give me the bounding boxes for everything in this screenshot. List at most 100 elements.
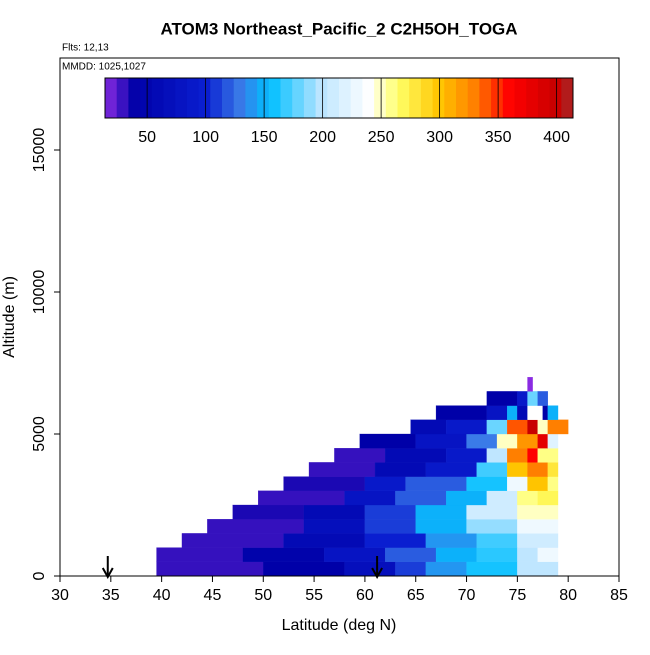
colorbar-swatch <box>502 78 515 118</box>
cell <box>156 561 264 577</box>
cell <box>496 433 518 449</box>
cell <box>242 547 325 562</box>
cell <box>476 462 508 477</box>
colorbar-swatch <box>350 78 363 118</box>
colorbar-swatch <box>198 78 211 118</box>
cell <box>507 448 528 463</box>
cell <box>466 504 518 520</box>
colorbar-swatch <box>385 78 398 118</box>
cell <box>425 561 467 577</box>
cell <box>517 405 528 420</box>
cell <box>344 490 396 506</box>
x-tick-label: 40 <box>153 587 171 604</box>
colorbar-swatch <box>561 78 574 118</box>
cell <box>527 462 549 477</box>
colorbar-swatch <box>397 78 410 118</box>
y-axis-label: Altitude (m) <box>1 276 18 358</box>
x-tick-label: 50 <box>254 587 272 604</box>
colorbar-swatch <box>175 78 188 118</box>
cell <box>364 504 416 520</box>
cell <box>547 476 559 491</box>
colorbar-tick-label: 150 <box>251 129 278 146</box>
cell <box>547 433 559 449</box>
cell <box>466 519 518 534</box>
cell <box>263 561 345 577</box>
cell <box>517 504 559 520</box>
colorbar-swatch <box>537 78 551 118</box>
cell <box>486 490 518 506</box>
colorbar-swatch <box>140 78 153 118</box>
cell <box>395 490 447 506</box>
colorbar-swatch <box>245 78 258 118</box>
x-tick-label: 45 <box>204 587 222 604</box>
colorbar-swatch <box>268 78 281 118</box>
colorbar-frame <box>104 77 574 119</box>
x-tick-label: 80 <box>559 587 577 604</box>
cell <box>207 519 305 534</box>
chart-title: ATOM3 Northeast_Pacific_2 C2H5OH_TOGA <box>160 19 517 38</box>
colorbar-swatch <box>339 78 352 118</box>
arrow-head <box>101 567 114 580</box>
colorbar-swatch <box>514 78 527 118</box>
colorbar-swatch <box>362 78 375 118</box>
x-tick-label: 85 <box>610 587 628 604</box>
cell <box>486 419 508 435</box>
cell <box>517 547 538 562</box>
cell <box>517 561 559 577</box>
x-tick-label: 75 <box>508 587 526 604</box>
cell <box>303 504 366 520</box>
colorbar-swatch <box>432 78 445 118</box>
cell <box>547 405 559 420</box>
cell <box>517 519 559 534</box>
cell <box>486 405 508 420</box>
cell <box>156 547 244 562</box>
cell <box>537 433 549 449</box>
cell <box>507 476 528 491</box>
plot-frame <box>59 57 620 577</box>
colorbar-swatch <box>315 78 328 118</box>
cell <box>425 462 477 477</box>
y-tick-label: 15000 <box>31 128 48 173</box>
cell <box>466 433 498 449</box>
colorbar-swatch <box>303 78 317 118</box>
cell <box>446 448 488 463</box>
x-tick-label: 60 <box>356 587 374 604</box>
colorbar-tick-label: 300 <box>426 129 453 146</box>
colorbar-swatch <box>479 78 492 118</box>
cell <box>446 490 488 506</box>
cell <box>537 448 559 463</box>
colorbar-swatch <box>186 78 200 118</box>
cell <box>415 433 467 449</box>
colorbar-swatch <box>327 78 340 118</box>
colorbar-tick-label: 100 <box>192 129 219 146</box>
colorbar-swatch <box>151 78 164 118</box>
y-tick-label: 10000 <box>31 270 48 315</box>
cell <box>527 377 533 392</box>
cell <box>283 533 366 548</box>
colorbar-swatch <box>420 78 434 118</box>
cell <box>466 561 518 577</box>
y-tick-label: 5000 <box>31 416 48 452</box>
cell <box>283 476 366 491</box>
x-axis-label: Latitude (deg N) <box>282 617 397 634</box>
colorbar-tick-label: 250 <box>368 129 395 146</box>
cell <box>435 547 477 562</box>
cell <box>517 490 538 506</box>
cell <box>527 405 543 420</box>
cell <box>415 504 467 520</box>
cell <box>517 533 559 548</box>
cell <box>425 533 477 548</box>
cell <box>537 419 549 435</box>
cell <box>486 391 518 406</box>
colorbar-swatch <box>491 78 504 118</box>
cell <box>303 519 366 534</box>
cell <box>364 519 416 534</box>
x-tick-label: 35 <box>102 587 120 604</box>
flights-label: Flts: 12,13 <box>62 43 109 54</box>
cell <box>476 533 518 548</box>
colorbar-swatch <box>456 78 469 118</box>
colorbar-tick-label: 400 <box>543 129 570 146</box>
y-tick-label: 0 <box>31 571 48 580</box>
cell <box>334 448 386 463</box>
